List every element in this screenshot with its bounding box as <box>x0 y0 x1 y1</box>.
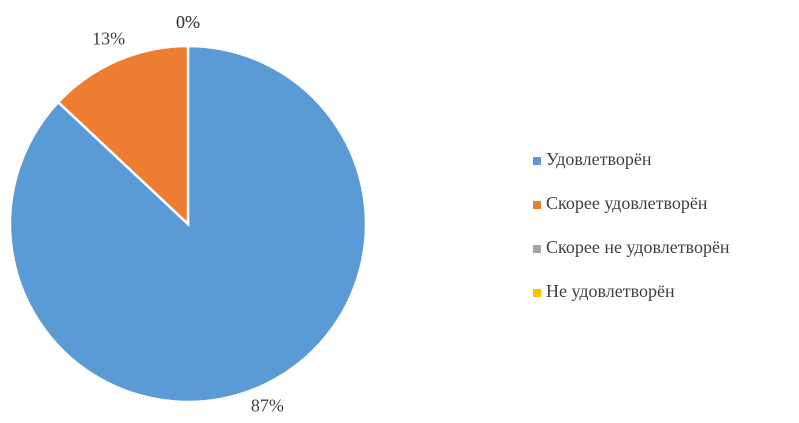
pie-slice <box>8 44 368 404</box>
legend-label: Скорее удовлетворён <box>546 193 708 213</box>
data-label: 0% <box>176 12 200 32</box>
data-label: 87% <box>251 396 284 416</box>
legend-label: Не удовлетворён <box>546 281 675 301</box>
legend-label: Скорее не удовлетворён <box>546 237 730 257</box>
pie-slice <box>56 44 190 227</box>
legend-label: Удовлетворён <box>546 149 652 169</box>
legend-swatch <box>533 157 541 165</box>
data-label: 13% <box>92 29 125 49</box>
legend-swatch <box>533 201 541 209</box>
data-label: 0% <box>176 12 200 32</box>
legend-swatch <box>533 245 541 253</box>
legend-swatch <box>533 289 541 297</box>
